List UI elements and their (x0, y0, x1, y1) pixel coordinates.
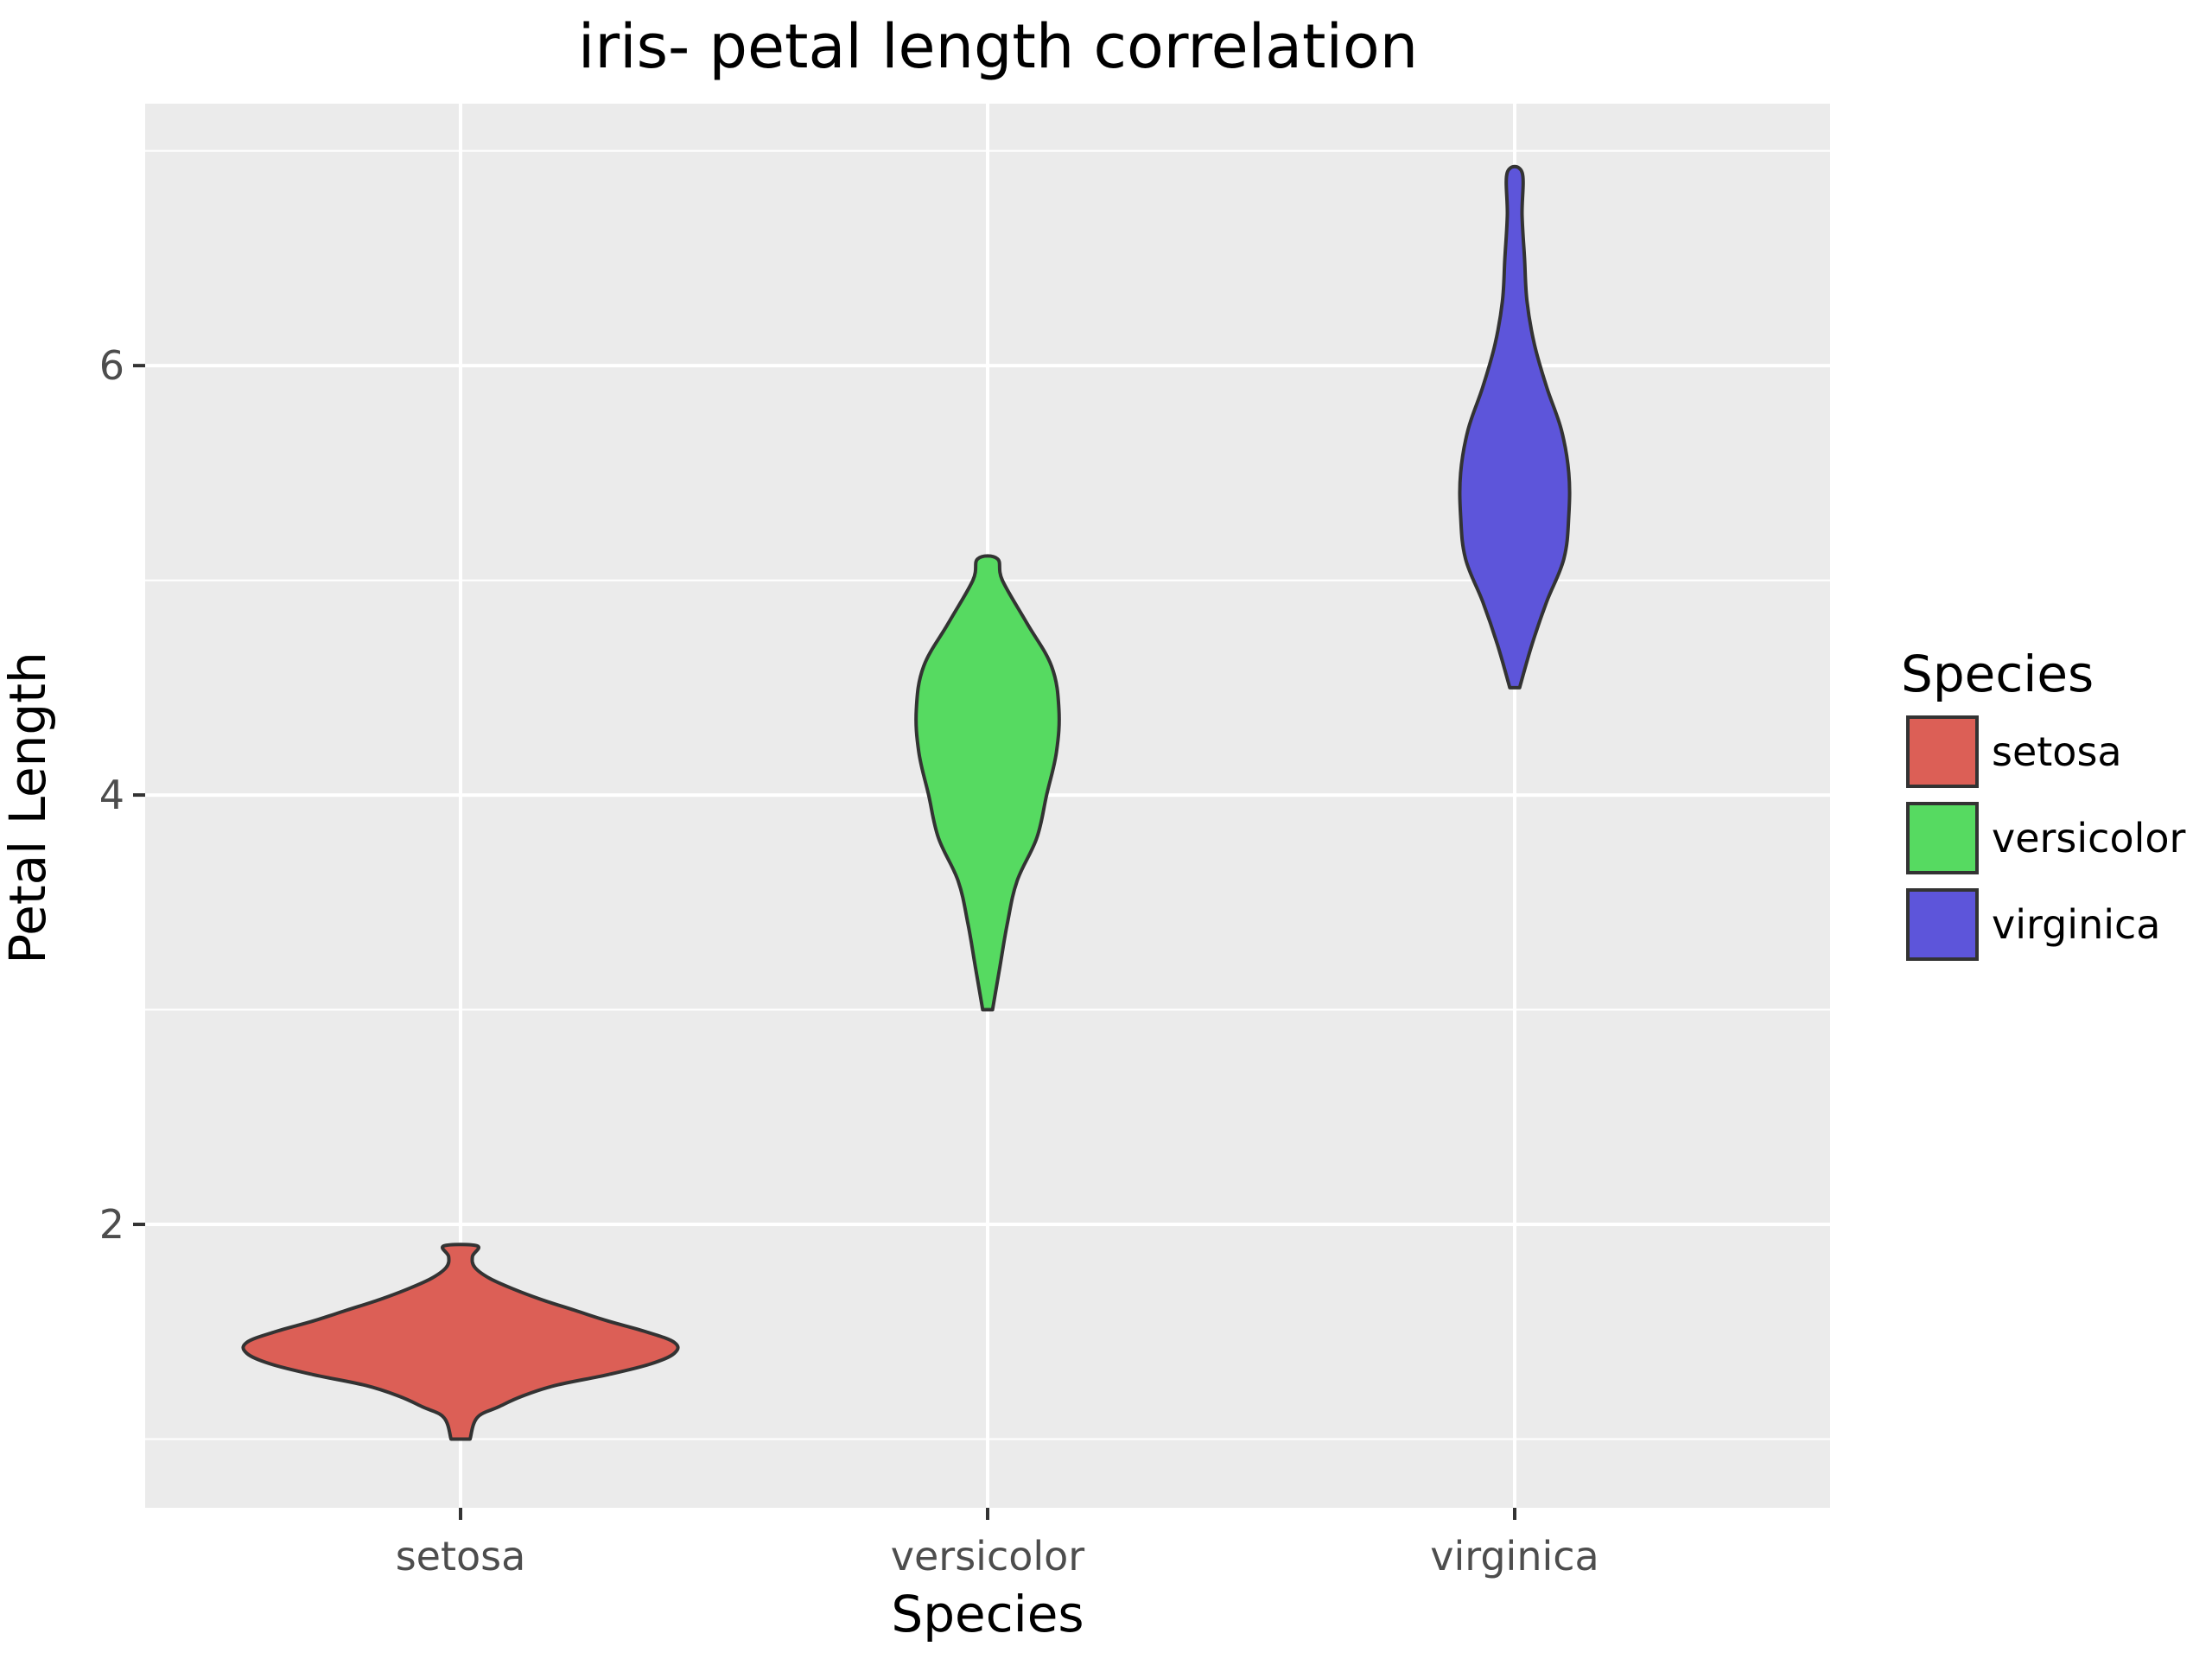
legend-label-setosa: setosa (1992, 728, 2122, 775)
x-tick-label: versicolor (891, 1533, 1085, 1580)
legend-title: Species (1901, 645, 2094, 703)
legend-label-versicolor: versicolor (1992, 815, 2186, 861)
legend: Species setosa versicolor virginica (1901, 645, 2186, 961)
legend-key-setosa (1906, 715, 1979, 788)
legend-key-virginica (1906, 888, 1979, 961)
chart-title: iris- petal length correlation (578, 11, 1418, 82)
axes: 2 4 6 setosa versicolor virginica (99, 342, 1599, 1580)
x-axis-title: Species (891, 1585, 1084, 1643)
x-tick-label: virginica (1430, 1533, 1599, 1580)
x-tick-label: setosa (396, 1533, 526, 1580)
legend-key-versicolor (1906, 802, 1979, 874)
violin-versicolor (914, 554, 1061, 1012)
y-tick-label: 6 (99, 342, 124, 389)
y-tick-label: 4 (99, 772, 124, 818)
violins (241, 164, 1572, 1441)
violin-virginica (1458, 164, 1572, 690)
y-axis-title: Petal Length (0, 652, 57, 963)
legend-label-virginica: virginica (1992, 901, 2161, 948)
y-tick-label: 2 (99, 1201, 124, 1248)
violin-setosa (241, 1243, 680, 1441)
